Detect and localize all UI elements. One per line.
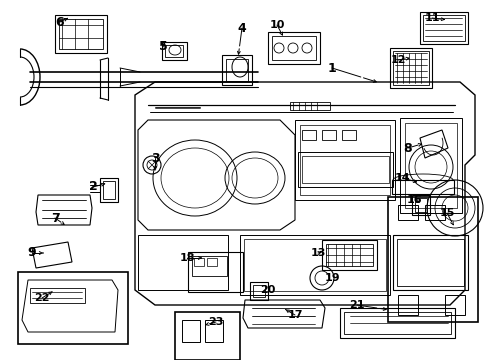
Bar [55,15,107,53]
Bar [164,45,183,57]
Bar [414,198,426,212]
Bar [252,285,264,297]
Bar [396,239,463,286]
Bar [18,272,128,344]
Bar [321,240,376,270]
Text: 3: 3 [150,152,159,165]
Text: 2: 2 [88,180,97,194]
Bar [240,235,389,295]
Bar [204,320,223,342]
Bar [194,258,203,266]
Text: 4: 4 [237,22,246,35]
Bar [299,125,389,195]
Bar [138,235,227,290]
Bar [30,288,85,303]
Text: 6: 6 [56,15,64,28]
Bar [339,308,454,338]
Bar [103,181,115,199]
Bar [206,258,217,266]
Bar [391,180,453,194]
Bar [389,48,431,88]
Bar [341,130,355,140]
Text: 7: 7 [51,211,59,225]
Bar [297,152,392,187]
Bar [249,282,267,300]
Text: 1: 1 [327,62,336,75]
Bar [162,42,186,60]
Text: 9: 9 [28,247,36,260]
Bar [343,312,450,334]
Bar [192,256,226,276]
Bar [387,197,477,322]
Text: 19: 19 [324,273,339,283]
Text: 18: 18 [179,253,194,263]
Text: 13: 13 [310,248,325,258]
Bar [392,51,428,85]
Bar [302,156,388,183]
Bar [294,120,394,200]
Text: 5: 5 [158,40,167,54]
Bar [404,123,456,208]
Text: 12: 12 [389,55,405,65]
Bar [302,130,315,140]
Bar [419,12,467,44]
Text: 14: 14 [394,173,410,183]
Text: 20: 20 [260,285,275,295]
Text: 21: 21 [348,300,364,310]
Bar [222,55,251,85]
Bar [187,252,243,292]
Bar [392,235,467,290]
Bar [59,19,103,49]
Bar [397,295,417,315]
Bar [267,32,319,64]
Bar [289,102,329,110]
Bar [175,312,240,360]
Text: 16: 16 [407,195,422,205]
Bar [424,205,444,220]
Bar [444,295,464,315]
Bar [325,244,372,266]
Text: 15: 15 [438,208,454,218]
Bar [321,130,335,140]
Text: 10: 10 [269,20,284,30]
Bar [244,239,385,291]
Bar [397,205,417,220]
Bar [182,320,200,342]
Bar [271,36,315,60]
Text: 8: 8 [403,141,411,154]
Bar [225,59,247,81]
Text: 23: 23 [208,317,223,327]
Bar [100,178,118,202]
Bar [422,15,464,41]
Text: 22: 22 [34,293,50,303]
Text: 11: 11 [424,13,439,23]
Bar [411,195,429,215]
Text: 17: 17 [286,310,302,320]
Bar [399,118,461,213]
